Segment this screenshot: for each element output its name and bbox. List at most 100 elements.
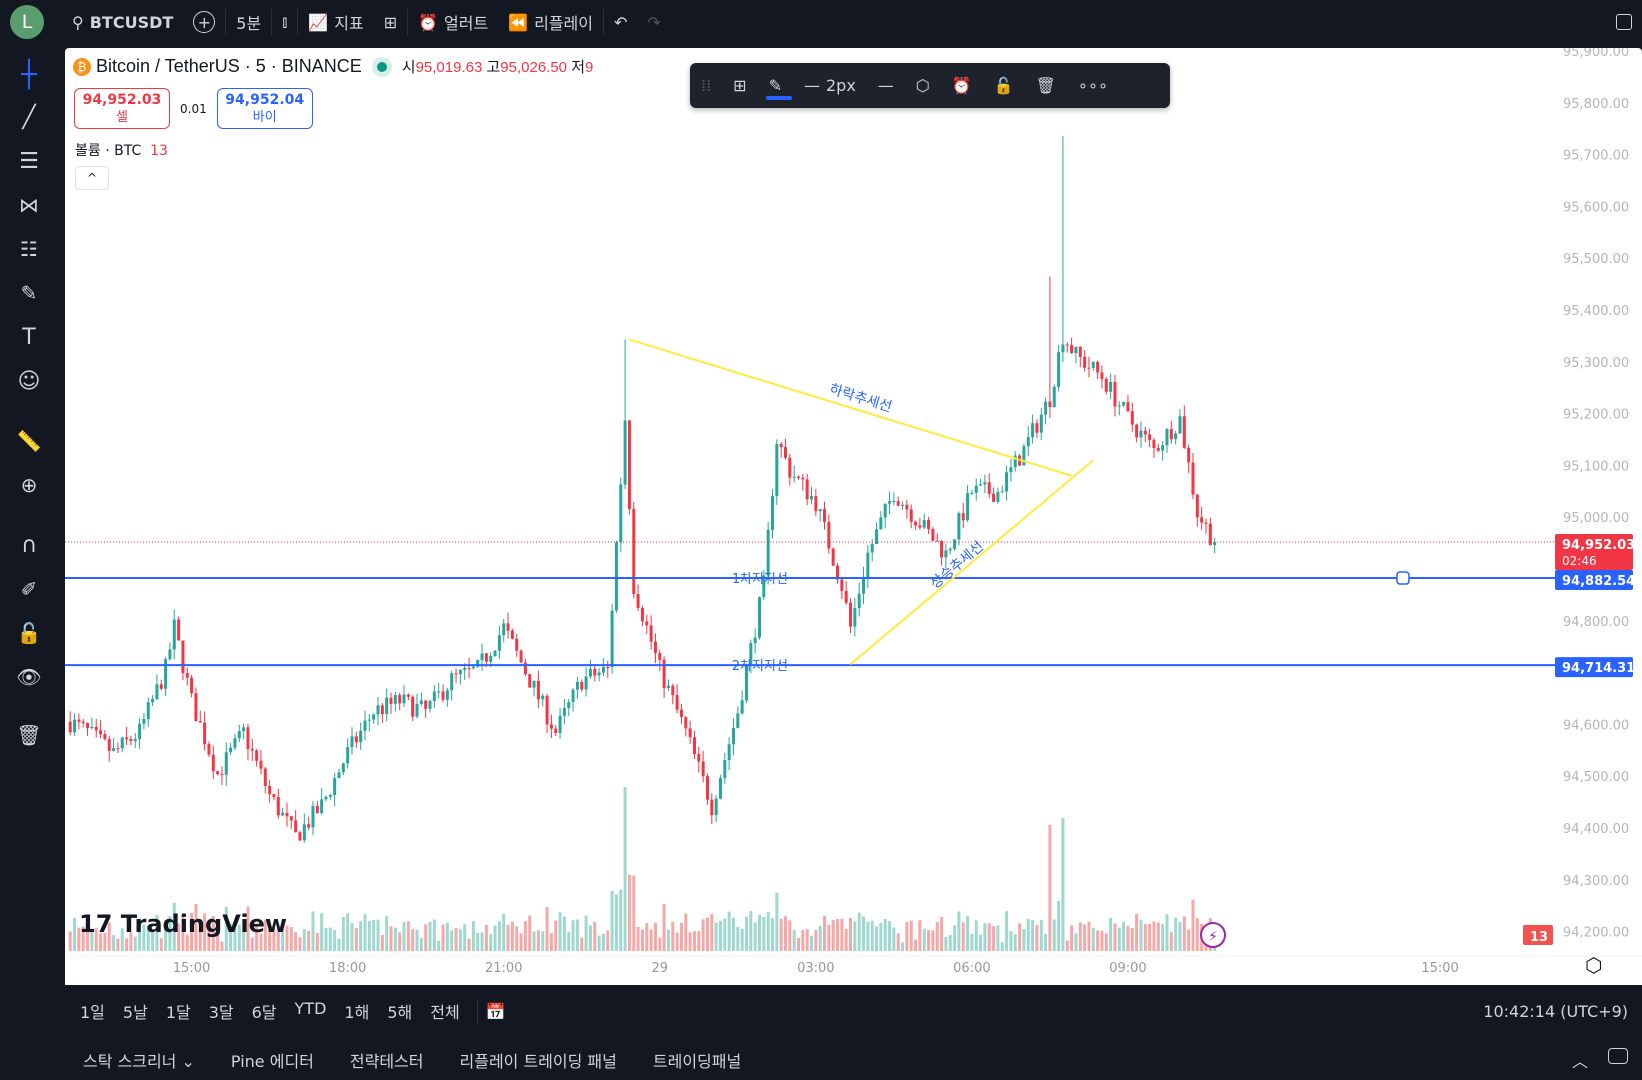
candle-body [1005,472,1009,492]
chevron-up-icon[interactable]: ︿ [1571,1051,1588,1071]
volume-bar [770,918,774,951]
goto-date-button[interactable]: 📅 [486,1002,506,1021]
volume-bar [94,927,98,951]
bottom-tab-3[interactable]: 리플레이 트레이딩 패널 [459,1051,617,1071]
current-price-badge-text: 94,952.03 [1562,538,1635,553]
forecast-tool[interactable]: ☷ [12,232,46,266]
volume-bar [198,922,202,951]
crosshair-tool[interactable]: ┼ [12,58,46,92]
candle-body [255,750,259,761]
range-6[interactable]: 1해 [344,1003,370,1022]
symbol-search-button[interactable]: ⚲ BTCUSDT [62,0,183,44]
volume-bar [705,917,709,951]
zoom-in-icon: ⊕ [20,473,38,497]
sell-button[interactable]: 94,952.03 셀 [74,88,170,129]
price-tick: 95,700.00 [1563,149,1629,164]
hide-tool[interactable]: 👁 [12,660,46,694]
range-0[interactable]: 1일 [80,1003,105,1022]
interval-button[interactable]: 5분 [236,14,262,33]
pattern-tool[interactable]: ⋈ [12,188,46,222]
candle-body [1161,445,1165,451]
clock[interactable]: 10:42:14 (UTC+9) [1483,1001,1628,1021]
drag-handle[interactable]: ⁞⁞ [701,76,712,95]
stay-drawing-tool[interactable]: ✐ [12,572,46,606]
chart-type-button[interactable]: ⫾ [272,0,297,44]
downtrend-line [629,338,1072,477]
volume-bar [393,927,397,951]
bottom-tab-0[interactable]: 스탁 스크리너 ⌄ [83,1051,195,1071]
more-button[interactable]: ∘∘∘ [1067,63,1119,108]
lock-button[interactable]: 🔓 [983,63,1025,108]
candle-body [68,721,72,733]
candle-body [172,619,176,650]
zoom-tool[interactable]: ⊕ [12,468,46,502]
delete-button[interactable]: 🗑 [1025,63,1067,108]
replay-button[interactable]: ⏪ 리플레이 [498,0,603,44]
symbol-title[interactable]: Bitcoin / TetherUS · 5 · BINANCE [96,56,362,76]
volume-bar [536,930,540,951]
volume-bar [653,922,657,951]
range-7[interactable]: 5해 [387,1003,413,1022]
candle-body [237,731,241,739]
settings-gear-icon[interactable]: ⬡ [1585,953,1603,977]
candle-body [506,623,510,631]
measure-tool[interactable]: 📏 [12,424,46,458]
range-5[interactable]: YTD [294,999,327,1018]
candle-body [268,785,272,795]
chart-pane[interactable]: 1차지지선 2차지지선 하락추세선 상승추세선 95,900.00 95,800.00 95… [65,48,1642,985]
price-chart[interactable]: 1차지지선2차지지선하락추세선상승추세선95,900.0095,800.0095… [65,48,1642,985]
magnet-tool[interactable]: ∩ [12,528,46,562]
volume-bar [328,927,332,951]
range-2[interactable]: 1달 [165,1003,191,1022]
brush-tool[interactable]: ✎ [12,276,46,310]
range-3[interactable]: 3달 [208,1003,234,1022]
line-color-button[interactable]: ✎ [758,63,793,108]
redo-icon: ↷ [647,12,661,32]
volume-bar [593,921,597,951]
bottom-tab-1[interactable]: Pine 에디터 [230,1051,314,1071]
volume-bar [645,923,649,951]
volume-bar [502,913,506,951]
candle-body [666,685,670,689]
volume-bar [606,930,610,951]
line-width-button[interactable]: — 2px [803,76,856,95]
range-8[interactable]: 전체 [430,1003,460,1022]
fib-tool[interactable]: ☰ [12,144,46,178]
lock-tool[interactable]: 🔓 [12,616,46,650]
maximize-icon[interactable] [1608,1047,1628,1064]
candle-body [328,794,332,797]
candle-body [281,812,285,816]
layouts-button[interactable]: ⊞ [374,0,407,44]
icon-tool[interactable]: ☺ [12,364,46,398]
candle-body [1143,430,1147,435]
settings-button[interactable]: ⬡ [905,63,941,108]
alert-button[interactable]: ⏰ 얼러트 [408,0,498,44]
bottom-tab-2[interactable]: 전략테스터 [349,1051,424,1071]
compare-add-button[interactable]: + [183,0,225,44]
line-style-button[interactable]: — [867,63,905,108]
undo-button[interactable]: ↶ [604,0,637,44]
indicators-button[interactable]: 📈 지표 [298,0,373,44]
collapse-legend-button[interactable]: ^ [75,166,109,190]
remove-tool[interactable]: 🗑 [12,718,46,752]
redo-button[interactable]: ↷ [637,0,670,44]
range-4[interactable]: 6달 [251,1003,277,1022]
bottom-tab-4[interactable]: 트레이딩패널 [652,1051,742,1071]
indicators-label: 지표 [334,14,364,33]
buy-button[interactable]: 94,952.04 바이 [216,88,313,129]
candle-body [454,673,458,675]
support2-price-badge [1555,657,1633,678]
add-alert-button[interactable]: ⏰ [941,63,983,108]
trendline-tool[interactable]: ╱ [12,100,46,134]
text-tool[interactable]: T [12,320,46,354]
line-drag-handle[interactable] [1396,571,1410,585]
avatar[interactable]: L [10,5,44,39]
fullscreen-button[interactable] [1606,0,1642,44]
candle-body [415,704,419,717]
candle-body [1065,344,1069,346]
volume-bar [281,924,285,951]
volume-bar [623,787,627,951]
templates-button[interactable]: ⊞ [722,63,757,108]
candle-body [1022,446,1026,466]
range-1[interactable]: 5날 [122,1003,148,1022]
